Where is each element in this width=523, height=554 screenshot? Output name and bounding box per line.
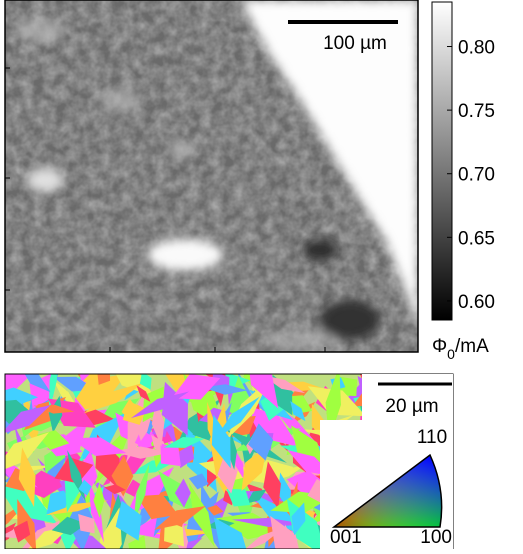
ipf-label: 100 <box>420 527 452 548</box>
tick-label: 0.65 <box>458 228 495 249</box>
tick-label: 0.60 <box>458 292 495 313</box>
ipf-label: 001 <box>330 527 362 548</box>
scale-bar-label: 20 µm <box>385 396 438 417</box>
label-unit: /mA <box>455 336 489 357</box>
figure: 100 µm 0.800.750.700.650.60 Φ0/mA 20 µm … <box>0 0 523 549</box>
ipf-label: 110 <box>417 427 447 448</box>
colorbar <box>432 2 452 320</box>
tick-label: 0.75 <box>458 101 495 122</box>
tick-label: 0.70 <box>458 165 495 186</box>
colorbar-label: Φ0/mA <box>432 336 489 362</box>
label-subscript: 0 <box>447 346 455 362</box>
label-symbol: Φ <box>432 336 447 357</box>
colorbar-ticks: 0.80 0.75 0.70 0.65 0.60 <box>447 38 495 313</box>
scale-bar-label: 100 µm <box>323 33 387 54</box>
tick-label: 0.80 <box>458 38 495 59</box>
